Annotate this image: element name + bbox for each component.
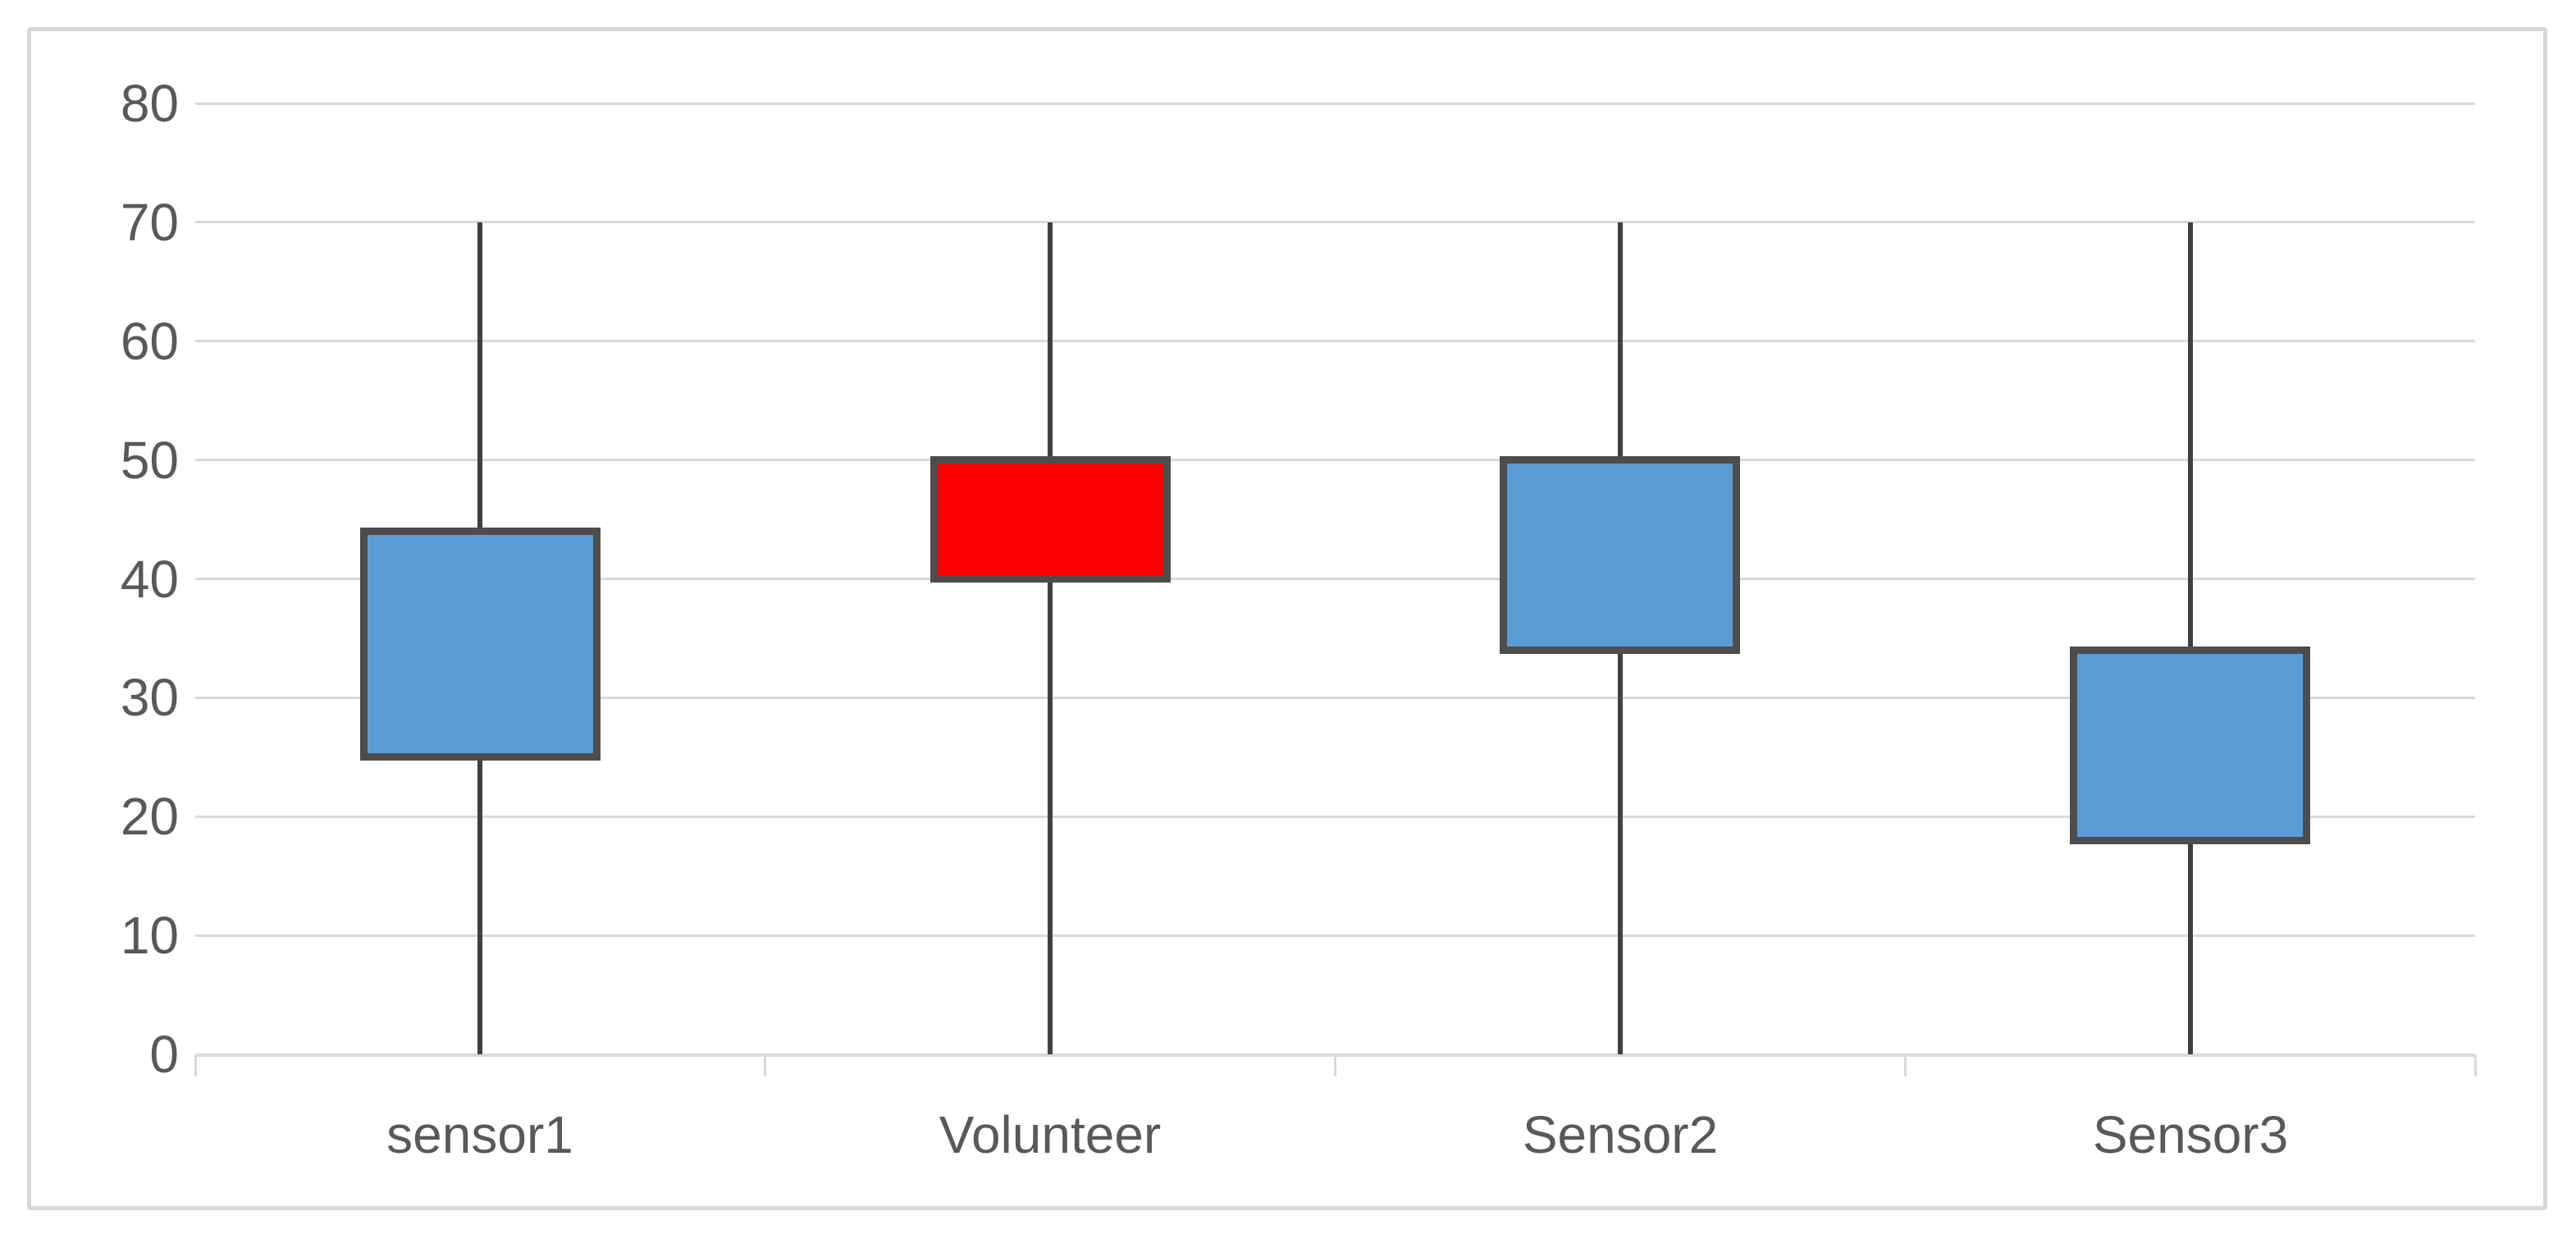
y-axis-label-40: 40: [120, 550, 179, 609]
box-Sensor3: [2070, 647, 2310, 844]
gridline-70: [195, 221, 2475, 223]
gridline-20: [195, 816, 2475, 818]
x-axis-boundary-tick-1: [764, 1054, 766, 1076]
gridline-40: [195, 578, 2475, 580]
y-axis-label-20: 20: [120, 787, 179, 846]
gridline-10: [195, 935, 2475, 937]
gridline-60: [195, 340, 2475, 342]
whisker-Volunteer: [1048, 222, 1053, 1054]
box-Sensor2: [1500, 456, 1740, 654]
x-axis-boundary-tick-2: [1334, 1054, 1336, 1076]
y-axis-label-80: 80: [120, 74, 179, 133]
whisker-Sensor3: [2188, 222, 2193, 1054]
box-Volunteer: [930, 456, 1171, 583]
y-axis-label-30: 30: [120, 668, 179, 727]
y-axis-label-0: 0: [149, 1025, 179, 1084]
y-axis-label-70: 70: [120, 193, 179, 252]
x-axis-label-Sensor2: Sensor2: [1522, 1105, 1719, 1164]
gridline-30: [195, 697, 2475, 699]
gridline-50: [195, 459, 2475, 461]
gridline-80: [195, 103, 2475, 105]
x-axis-label-Volunteer: Volunteer: [939, 1105, 1162, 1164]
x-axis-label-Sensor3: Sensor3: [2092, 1105, 2289, 1164]
x-axis-boundary-tick-3: [1904, 1054, 1907, 1076]
x-axis-boundary-tick-0: [194, 1054, 197, 1076]
y-axis-label-10: 10: [120, 906, 179, 965]
box-sensor1: [360, 528, 601, 761]
y-axis-label-60: 60: [120, 312, 179, 371]
y-axis-label-50: 50: [120, 431, 179, 490]
x-axis-boundary-tick-4: [2474, 1054, 2477, 1076]
chart-canvas: 0 10 20 30 40 50 60 70 80 sensor1 Volunteer Sensor2…: [27, 27, 2547, 1210]
x-axis-label-sensor1: sensor1: [386, 1105, 573, 1164]
